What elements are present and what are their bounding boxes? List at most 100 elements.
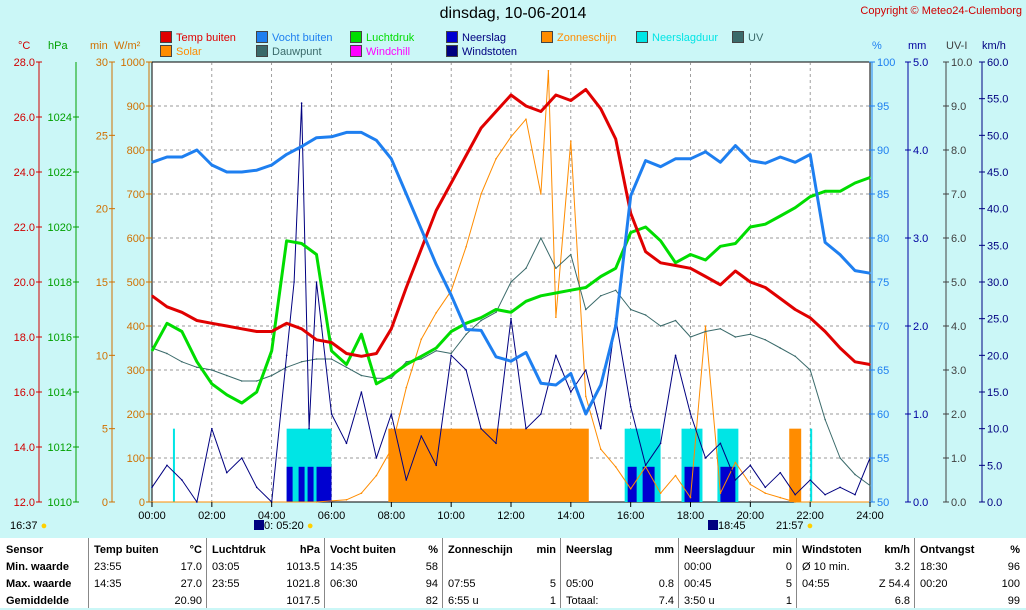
data-point xyxy=(525,267,527,270)
axis-tick-label: 400 xyxy=(127,321,145,333)
copyright-text[interactable]: Copyright © Meteo24-Culemborg xyxy=(860,5,1022,17)
x-axis: 00:00 02:00 04:00 06:00 08:00 10:00 12:00 14:00… xyxy=(138,502,884,522)
data-point xyxy=(510,94,512,96)
data-point xyxy=(240,457,243,459)
stats-header-label: Neerslag xyxy=(566,544,613,556)
data-point xyxy=(644,464,647,467)
data-point xyxy=(480,316,482,319)
stats-col-reception: Ontvangst% 18:30 96 00:20 100 99 xyxy=(920,542,1020,610)
axis-tick-label: 22.0 xyxy=(14,222,35,234)
data-point xyxy=(749,226,752,228)
data-point xyxy=(839,190,841,193)
axis-tick-label: 800 xyxy=(127,145,145,157)
stats-cell-time: 00:45 xyxy=(684,578,712,590)
data-point xyxy=(629,308,632,311)
stats-header-rainduration: Neerslagduur min xyxy=(684,542,792,559)
data-point xyxy=(719,245,722,248)
data-point xyxy=(450,330,452,333)
stats-cell-time: 06:30 xyxy=(330,578,358,590)
axis-tick-label: 9.0 xyxy=(951,101,966,113)
stats-row-min: Min. waarde xyxy=(6,561,69,573)
series-windstoten xyxy=(151,102,871,503)
data-point xyxy=(510,136,512,138)
stats-separator xyxy=(442,538,443,608)
data-point xyxy=(196,149,198,151)
data-point xyxy=(405,363,408,366)
data-point xyxy=(405,386,408,389)
data-point xyxy=(420,248,423,250)
data-point xyxy=(854,493,856,496)
series-vocht-buiten xyxy=(151,130,871,416)
stats-cell-reception: 99 xyxy=(920,593,1020,610)
bars-neerslag xyxy=(286,466,736,502)
data-point xyxy=(435,464,438,467)
data-point xyxy=(450,352,452,355)
data-point xyxy=(779,471,782,474)
data-point xyxy=(420,435,423,437)
stats-cell-reception: 18:30 96 xyxy=(920,559,1020,576)
axis-tick-label: 20.0 xyxy=(14,277,35,289)
data-point xyxy=(570,289,572,292)
data-point xyxy=(599,275,602,278)
legend-label: UV xyxy=(748,32,764,44)
data-point xyxy=(704,259,707,261)
data-point xyxy=(525,300,527,303)
data-point xyxy=(614,466,617,468)
bar-neerslag xyxy=(627,466,637,502)
data-point xyxy=(345,363,348,366)
data-point xyxy=(211,322,213,325)
axis-tick-label: 5.0 xyxy=(987,460,1002,472)
stats-header-rain: Neerslag mm xyxy=(566,542,674,559)
data-point xyxy=(674,474,677,477)
axis-tick-label: 1024 xyxy=(48,112,72,124)
data-point xyxy=(779,215,782,217)
data-point xyxy=(704,275,707,278)
data-point xyxy=(360,492,363,495)
x-tick-label: 12:00 xyxy=(497,510,525,522)
data-point xyxy=(240,380,243,382)
data-point xyxy=(181,360,183,363)
stats-table: Sensor Min. waarde Max. waarde Gemiddeld… xyxy=(0,538,1026,608)
stats-cell-value: 5 xyxy=(549,578,556,590)
stats-cell-value: 6.8 xyxy=(894,595,910,607)
axis-tick-label: 14.0 xyxy=(14,442,35,454)
stats-header-unit: mm xyxy=(654,544,674,556)
axis-tick-label: 1012 xyxy=(48,442,72,454)
data-point xyxy=(779,347,782,349)
data-point xyxy=(293,281,295,283)
axis-tick-label: 15 xyxy=(96,277,108,289)
legend-swatch xyxy=(160,45,172,57)
data-point xyxy=(510,311,512,314)
data-point xyxy=(719,442,722,445)
stats-col-temp: Temp buiten °C 23:55 17.0 14:35 27.0 20.90 xyxy=(94,542,202,610)
data-point xyxy=(614,267,617,270)
data-point xyxy=(749,333,752,336)
data-point xyxy=(315,281,318,283)
axis-tick-label: 1.0 xyxy=(913,409,928,421)
stats-header-label: Luchtdruk xyxy=(212,544,266,556)
stats-separator xyxy=(560,538,561,608)
data-point xyxy=(240,327,243,330)
legend-item-windchill: Windchill xyxy=(350,45,410,58)
axis-humidity: 50 55 60 65 70 75 80 85 90 95 100 xyxy=(869,57,895,509)
data-point xyxy=(809,479,811,481)
series-luchtdruk xyxy=(150,176,871,405)
stats-cell-time: 07:55 xyxy=(448,578,476,590)
legend-label: Zonneschijn xyxy=(557,32,617,44)
data-point xyxy=(540,294,542,297)
data-point xyxy=(495,110,497,113)
data-point xyxy=(225,171,228,173)
data-point xyxy=(599,427,602,430)
data-point xyxy=(525,118,527,120)
stats-row-max: Max. waarde xyxy=(6,578,72,590)
stats-cell-pressure: 03:05 1013.5 xyxy=(212,559,320,576)
axis-tick-label: 7.0 xyxy=(951,189,966,201)
data-point xyxy=(749,483,752,486)
axis-wind: 0.0 5.0 10.0 15.0 20.0 25.0 30.0 35.0 40.0 45.0 50… xyxy=(979,57,1008,509)
bar-zonneschijn xyxy=(789,428,802,502)
stats-cell-time: 00:20 xyxy=(920,578,948,590)
data-point xyxy=(225,471,228,474)
legend-swatch xyxy=(446,45,458,57)
data-point xyxy=(749,281,752,283)
data-point xyxy=(285,354,288,357)
